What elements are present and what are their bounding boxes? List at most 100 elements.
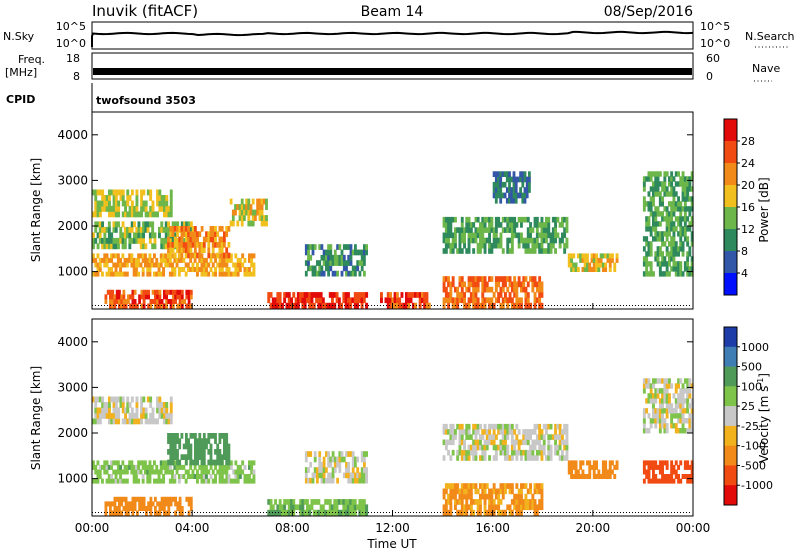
heatmap-cell: [140, 396, 143, 403]
heatmap-cell: [214, 438, 217, 444]
heatmap-cell: [503, 171, 507, 177]
heatmap-cell: [146, 271, 150, 277]
heatmap-cell: [549, 423, 553, 430]
heatmap-cell: [510, 187, 514, 193]
heatmap-cell: [121, 189, 125, 196]
baseline-dot: [179, 305, 180, 306]
heatmap-cell: [652, 211, 655, 217]
heatmap-cell: [481, 493, 485, 500]
heatmap-cell: [670, 176, 674, 182]
heatmap-cell: [211, 478, 215, 484]
heatmap-cell: [494, 423, 498, 430]
heatmap-cell: [196, 443, 199, 450]
heatmap-cell: [194, 433, 197, 439]
heatmap-cell: [545, 248, 548, 254]
heatmap-cell: [209, 443, 213, 450]
heatmap-cell: [241, 469, 245, 475]
heatmap-cell: [220, 469, 224, 475]
heatmap-cell: [209, 267, 213, 272]
heatmap-cell: [535, 286, 539, 293]
heatmap-cell: [101, 226, 104, 233]
heatmap-cell: [338, 244, 342, 250]
heatmap-cell: [522, 434, 526, 440]
baseline-dot: [422, 305, 423, 306]
heatmap-cell: [535, 281, 539, 288]
heatmap-cell: [533, 297, 537, 304]
heatmap-cell: [458, 493, 462, 500]
heatmap-cell: [488, 297, 491, 304]
baseline-dot: [323, 512, 324, 513]
heatmap-cell: [563, 248, 567, 254]
heatmap-cell: [101, 237, 104, 244]
heatmap-cell: [322, 472, 326, 479]
baseline-dot: [134, 305, 135, 306]
heatmap-cell: [107, 221, 111, 228]
heatmap-cell: [679, 211, 683, 217]
heatmap-cell: [166, 469, 170, 475]
heatmap-cell: [688, 418, 692, 424]
heatmap-cell: [606, 257, 610, 263]
heatmap-cell: [345, 472, 348, 479]
heatmap-cell: [460, 237, 464, 244]
heatmap-cell: [551, 232, 555, 239]
heatmap-cell: [119, 402, 123, 408]
heatmap-cell: [178, 242, 182, 248]
y-tick-label: 3000: [57, 173, 88, 187]
heatmap-cell: [442, 216, 446, 223]
baseline-dot: [362, 305, 363, 306]
heatmap-cell: [267, 292, 271, 298]
heatmap-cell: [309, 451, 313, 457]
heatmap-cell: [189, 294, 193, 300]
heatmap-cell: [174, 510, 177, 516]
heatmap-cell: [142, 303, 146, 309]
heatmap-cell: [658, 181, 662, 187]
heatmap-cell: [278, 509, 282, 516]
heatmap-cell: [672, 201, 676, 207]
heatmap-cell: [105, 253, 109, 259]
heatmap-cell: [202, 459, 206, 466]
heatmap-cell: [488, 455, 491, 461]
heatmap-cell: [114, 267, 118, 272]
heatmap-cell: [331, 260, 335, 266]
heatmap-cell: [132, 464, 136, 470]
heatmap-cell: [522, 281, 526, 288]
heatmap-cell: [116, 460, 120, 466]
heatmap-cell: [169, 231, 173, 237]
heatmap-cell: [158, 226, 161, 233]
heatmap-cell: [517, 242, 521, 249]
heatmap-cell: [173, 438, 177, 444]
heatmap-cell: [159, 271, 163, 277]
heatmap-cell: [327, 461, 330, 468]
heatmap-cell: [96, 253, 100, 259]
heatmap-cell: [220, 478, 224, 484]
heatmap-cell: [176, 237, 180, 244]
heatmap-cell: [494, 237, 498, 244]
heatmap-cell: [421, 297, 424, 304]
heatmap-cell: [683, 266, 687, 272]
heatmap-cell: [121, 402, 125, 408]
heatmap-cell: [98, 257, 102, 263]
heatmap-cell: [183, 299, 186, 304]
heatmap-cell: [141, 257, 145, 263]
heatmap-cell: [533, 292, 537, 298]
heatmap-cell: [561, 434, 564, 440]
heatmap-cell: [654, 413, 658, 419]
heatmap-cell: [681, 241, 685, 247]
heatmap-cell: [128, 412, 132, 419]
heatmap-cell: [114, 412, 118, 419]
heatmap-cell: [362, 297, 366, 304]
heatmap-cell: [325, 477, 328, 484]
heatmap-cell: [533, 439, 537, 446]
heatmap-cell: [681, 181, 685, 187]
heatmap-cell: [287, 297, 291, 304]
heatmap-cell: [205, 262, 208, 268]
heatmap-cell: [654, 186, 658, 192]
baseline-dot: [182, 305, 183, 306]
baseline-dot: [404, 512, 405, 513]
baseline-dot: [524, 512, 525, 513]
heatmap-cell: [144, 460, 147, 466]
baseline-dot: [260, 512, 261, 513]
heatmap-cell: [105, 195, 109, 201]
heatmap-cell: [642, 201, 646, 207]
heatmap-cell: [579, 474, 583, 479]
